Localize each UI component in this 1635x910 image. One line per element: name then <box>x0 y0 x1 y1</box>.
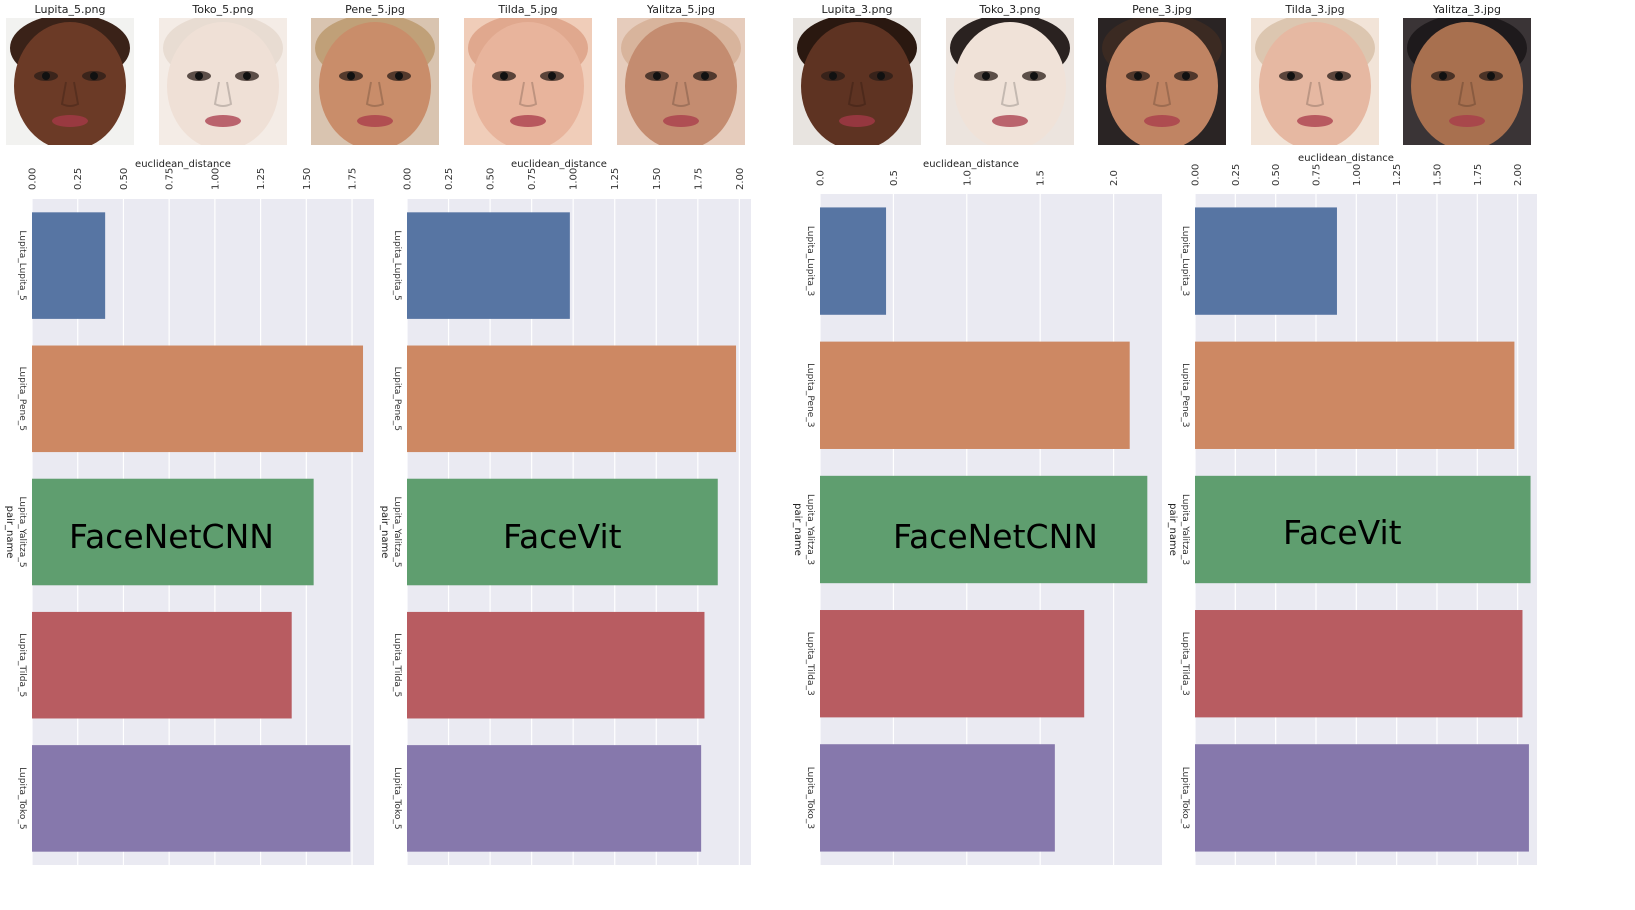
x-tick-label: 0.00 <box>403 168 414 190</box>
x-tick-label: 0.75 <box>165 168 176 190</box>
category-label: Lupita_Toko_3 <box>1180 767 1190 829</box>
category-label: Lupita_Toko_5 <box>17 767 27 829</box>
x-axis-label: euclidean_distance <box>1298 153 1394 164</box>
x-tick-label: 0.0 <box>816 170 827 186</box>
face-image <box>946 18 1074 145</box>
x-tick-label: 0.50 <box>486 168 497 190</box>
x-axis-label: euclidean_distance <box>135 159 231 170</box>
x-axis-label: euclidean_distance <box>923 159 1019 170</box>
y-axis-label: pair_name <box>379 506 390 559</box>
x-tick-label: 0.50 <box>1271 164 1282 186</box>
y-axis-label: pair_name <box>4 506 15 559</box>
bar <box>407 212 570 319</box>
x-tick-label: 1.5 <box>1036 170 1047 186</box>
category-label: Lupita_Yalitza_3 <box>1180 494 1190 565</box>
bar <box>407 345 737 453</box>
face-caption: Yalitza_3.jpg <box>1433 3 1501 16</box>
category-label: Lupita_Lupita_5 <box>392 230 402 300</box>
category-label: Lupita_Lupita_5 <box>17 230 27 300</box>
x-tick-label: 1.25 <box>1392 164 1403 186</box>
bar <box>32 212 106 319</box>
category-label: Lupita_Pene_5 <box>392 367 402 431</box>
x-tick-label: 0.00 <box>28 168 39 190</box>
model-label-facenetcnn-left: FaceNetCNN <box>69 517 274 556</box>
x-tick-label: 1.75 <box>1473 164 1484 186</box>
category-label: Lupita_Lupita_3 <box>805 226 815 296</box>
x-tick-label: 1.0 <box>962 170 973 186</box>
x-tick-label: 2.0 <box>1109 170 1120 186</box>
category-label: Lupita_Toko_5 <box>392 767 402 829</box>
category-label: Lupita_Tilda_3 <box>1180 632 1190 696</box>
face-image <box>793 18 921 145</box>
face-caption: Lupita_3.png <box>821 3 893 16</box>
category-label: Lupita_Tilda_5 <box>392 633 402 697</box>
category-label: Lupita_Yalitza_3 <box>805 494 815 565</box>
x-tick-label: 1.75 <box>348 168 359 190</box>
face-caption: Tilda_3.jpg <box>1285 3 1345 16</box>
face-caption: Toko_3.png <box>979 3 1041 16</box>
x-tick-label: 0.50 <box>119 168 130 190</box>
model-label-facenetcnn-right: FaceNetCNN <box>893 517 1098 556</box>
face-image <box>1403 18 1531 145</box>
x-tick-label: 1.00 <box>210 168 221 190</box>
y-axis-label: pair_name <box>1167 503 1178 556</box>
x-tick-label: 0.75 <box>527 168 538 190</box>
x-tick-label: 0.75 <box>1311 164 1322 186</box>
category-label: Lupita_Lupita_3 <box>1180 226 1190 296</box>
x-tick-label: 1.00 <box>1352 164 1363 186</box>
x-tick-label: 1.00 <box>569 168 580 190</box>
bar <box>820 207 887 315</box>
x-axis-label: euclidean_distance <box>511 159 607 170</box>
x-tick-label: 1.75 <box>693 168 704 190</box>
face-image <box>1251 18 1379 145</box>
model-label-facevit-right: FaceVit <box>1283 513 1402 552</box>
bar <box>820 610 1085 718</box>
x-tick-label: 1.25 <box>256 168 267 190</box>
face-image <box>159 18 287 145</box>
bar <box>1195 744 1529 852</box>
category-label: Lupita_Toko_3 <box>805 767 815 829</box>
bar <box>1195 207 1337 315</box>
bar <box>32 345 364 453</box>
face-caption: Lupita_5.png <box>34 3 106 16</box>
bar <box>1195 341 1515 449</box>
face-caption: Pene_5.jpg <box>345 3 405 16</box>
bar <box>32 611 292 719</box>
face-image <box>6 18 134 145</box>
x-tick-label: 1.50 <box>652 168 663 190</box>
x-tick-label: 0.25 <box>444 168 455 190</box>
x-tick-label: 2.00 <box>735 168 746 190</box>
category-label: Lupita_Tilda_5 <box>17 633 27 697</box>
face-image <box>1098 18 1226 145</box>
bar <box>32 745 351 852</box>
face-caption: Toko_5.png <box>192 3 254 16</box>
category-label: Lupita_Tilda_3 <box>805 632 815 696</box>
category-label: Lupita_Pene_3 <box>805 363 815 427</box>
face-image <box>311 18 439 145</box>
face-image <box>464 18 592 145</box>
x-tick-label: 0.00 <box>1191 164 1202 186</box>
face-caption: Tilda_5.jpg <box>498 3 558 16</box>
face-image <box>617 18 745 145</box>
category-label: Lupita_Yalitza_5 <box>392 496 402 567</box>
x-tick-label: 0.5 <box>889 170 900 186</box>
face-caption: Yalitza_5.jpg <box>647 3 715 16</box>
x-tick-label: 2.00 <box>1513 164 1524 186</box>
x-tick-label: 0.25 <box>1231 164 1242 186</box>
face-caption: Pene_3.jpg <box>1132 3 1192 16</box>
x-tick-label: 0.25 <box>73 168 84 190</box>
bar <box>820 341 1130 449</box>
bar <box>820 744 1055 852</box>
category-label: Lupita_Pene_5 <box>17 367 27 431</box>
bar <box>407 611 705 719</box>
x-tick-label: 1.25 <box>610 168 621 190</box>
bar <box>407 745 702 852</box>
model-label-facevit-left: FaceVit <box>503 517 622 556</box>
y-axis-label: pair_name <box>792 503 803 556</box>
x-tick-label: 1.50 <box>302 168 313 190</box>
bar <box>1195 610 1523 718</box>
x-tick-label: 1.50 <box>1432 164 1443 186</box>
category-label: Lupita_Yalitza_5 <box>17 496 27 567</box>
category-label: Lupita_Pene_3 <box>1180 363 1190 427</box>
